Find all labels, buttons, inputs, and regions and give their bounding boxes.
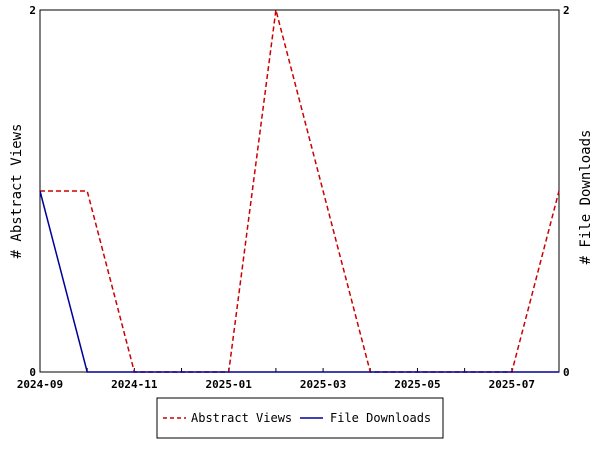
plot-area — [39, 9, 560, 373]
y-left-tick-label-2: 2 — [29, 4, 36, 17]
legend-label-file-downloads: File Downloads — [330, 411, 431, 425]
x-tick-label-2024-11: 2024-11 — [111, 378, 158, 391]
axis-ticks: 2024-09 2024-11 2025-01 2025-03 2025-05 2025-… — [17, 4, 570, 391]
series-line-file-downloads — [39, 190, 559, 373]
legend: Abstract Views File Downloads — [156, 397, 444, 439]
series-lines — [39, 9, 560, 373]
y-left-tick-label-0: 0 — [29, 366, 36, 379]
y-right-tick-label-2: 2 — [563, 4, 570, 17]
x-tick-label-2025-05: 2025-05 — [394, 378, 440, 391]
legend-label-abstract-views: Abstract Views — [191, 411, 292, 425]
x-tick-label-2025-01: 2025-01 — [206, 378, 253, 391]
x-tick-label-2025-07: 2025-07 — [489, 378, 535, 391]
right-axis-title: # File Downloads — [578, 130, 594, 265]
left-axis-title: # Abstract Views — [9, 124, 25, 259]
y-right-tick-label-0: 0 — [563, 366, 570, 379]
x-tick-label-2025-03: 2025-03 — [300, 378, 346, 391]
x-tick-label-2024-09: 2024-09 — [17, 378, 63, 391]
